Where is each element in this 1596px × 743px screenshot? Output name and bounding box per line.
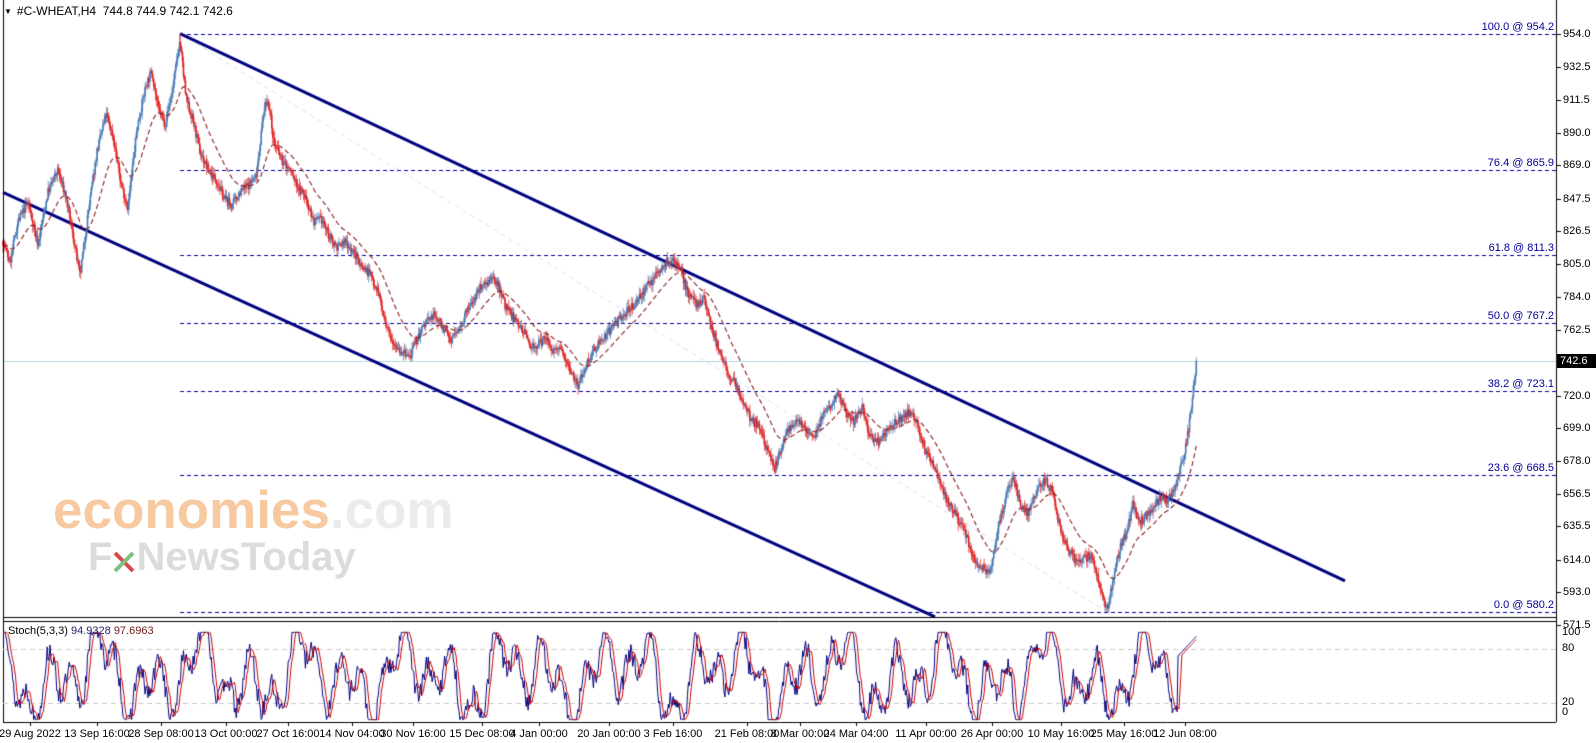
time-axis-label: 10 May 16:00 <box>1027 728 1095 740</box>
fib-level-label[interactable]: 100.0 @ 954.2 <box>1481 20 1554 33</box>
price-axis-tick: 784.0 <box>1563 290 1591 303</box>
price-axis-tick: 847.5 <box>1563 192 1591 205</box>
time-axis-label: 4 Jan 00:00 <box>510 728 568 740</box>
time-axis-label: 13 Sep 16:00 <box>64 728 130 740</box>
time-axis-label: 11 Apr 00:00 <box>895 728 957 740</box>
price-axis-tick: 635.5 <box>1563 520 1591 533</box>
indicator-axis-tick: 80 <box>1562 642 1575 654</box>
price-axis-tick: 805.0 <box>1563 258 1591 271</box>
watermark-economies: economies.com <box>53 484 454 537</box>
time-axis-label: 29 Aug 2022 <box>0 728 61 740</box>
time-axis-label: 26 Apr 00:00 <box>960 728 1024 740</box>
current-price-badge: 742.6 <box>1557 353 1596 368</box>
fib-level-label[interactable]: 0.0 @ 580.2 <box>1493 598 1554 611</box>
price-axis-tick: 911.5 <box>1563 93 1590 106</box>
watermark-rest: NewsToday <box>136 535 356 579</box>
time-axis-label: 27 Oct 16:00 <box>256 728 320 740</box>
collapse-triangle-icon[interactable]: ▼ <box>4 7 12 16</box>
price-axis-tick: 890.0 <box>1563 126 1591 139</box>
price-axis-tick: 954.0 <box>1563 28 1591 40</box>
fib-level-label[interactable]: 23.6 @ 668.5 <box>1487 462 1554 475</box>
price-axis-tick: 614.0 <box>1563 553 1591 566</box>
fib-level-label[interactable]: 61.8 @ 811.3 <box>1488 241 1554 254</box>
price-axis-tick: 720.0 <box>1563 389 1591 402</box>
watermark-fxnewstoday: F NewsToday <box>88 537 356 577</box>
watermark-brand: economies <box>53 481 330 540</box>
symbol-period-label: #C-WHEAT,H4 <box>16 4 97 18</box>
price-axis-tick: 656.5 <box>1563 487 1591 500</box>
time-axis-label: 14 Nov 04:00 <box>319 728 385 740</box>
time-axis-label: 13 Oct 00:00 <box>194 728 258 740</box>
indicator-main-value: 94.9328 <box>70 625 111 637</box>
fib-level-label[interactable]: 38.2 @ 723.1 <box>1487 377 1554 390</box>
ohlc-quotes-label: 744.8 744.9 742.1 742.6 <box>102 4 233 18</box>
watermark-domain: .com <box>329 481 454 540</box>
time-axis-label: 12 Jun 08:00 <box>1153 728 1217 740</box>
fib-level-label[interactable]: 76.4 @ 865.9 <box>1487 157 1554 170</box>
indicator-axis-tick: 0 <box>1562 706 1569 718</box>
indicator-signal-value: 97.6963 <box>113 625 154 637</box>
time-axis-label: 8 Mar 00:00 <box>770 728 830 740</box>
price-axis-tick: 593.0 <box>1563 586 1591 599</box>
fx-cross-icon <box>114 551 135 573</box>
indicator-name: Stoch(5,3,3) <box>8 625 68 637</box>
time-axis-label: 25 May 16:00 <box>1090 728 1158 740</box>
time-axis-label: 3 Feb 16:00 <box>643 728 703 740</box>
time-axis-label: 21 Feb 08:00 <box>714 728 780 740</box>
price-axis-tick: 869.0 <box>1563 159 1591 172</box>
price-axis-tick: 678.0 <box>1563 454 1591 467</box>
price-axis-tick: 571.5 <box>1563 619 1591 632</box>
chart-title: ▼ #C-WHEAT,H4 744.8 744.9 742.1 742.6 <box>4 4 233 18</box>
time-axis-label: 24 Mar 04:00 <box>823 728 889 740</box>
time-axis-label: 20 Jan 00:00 <box>577 728 641 740</box>
price-axis-tick: 826.5 <box>1563 225 1591 238</box>
time-axis-label: 15 Dec 08:00 <box>449 728 515 740</box>
fib-level-label[interactable]: 50.0 @ 767.2 <box>1487 309 1554 322</box>
indicator-axis-tick: 20 <box>1562 696 1575 708</box>
time-axis-label: 30 Nov 16:00 <box>380 728 446 740</box>
indicator-label: Stoch(5,3,3) 94.9328 97.6963 <box>8 625 154 637</box>
watermark-f: F <box>88 535 113 579</box>
time-axis-label: 28 Sep 08:00 <box>128 728 194 740</box>
indicator-axis-tick: 100 <box>1562 626 1581 638</box>
price-axis-tick: 762.5 <box>1563 324 1591 337</box>
price-axis-tick: 932.5 <box>1563 61 1591 74</box>
price-axis-tick: 699.0 <box>1563 422 1591 435</box>
